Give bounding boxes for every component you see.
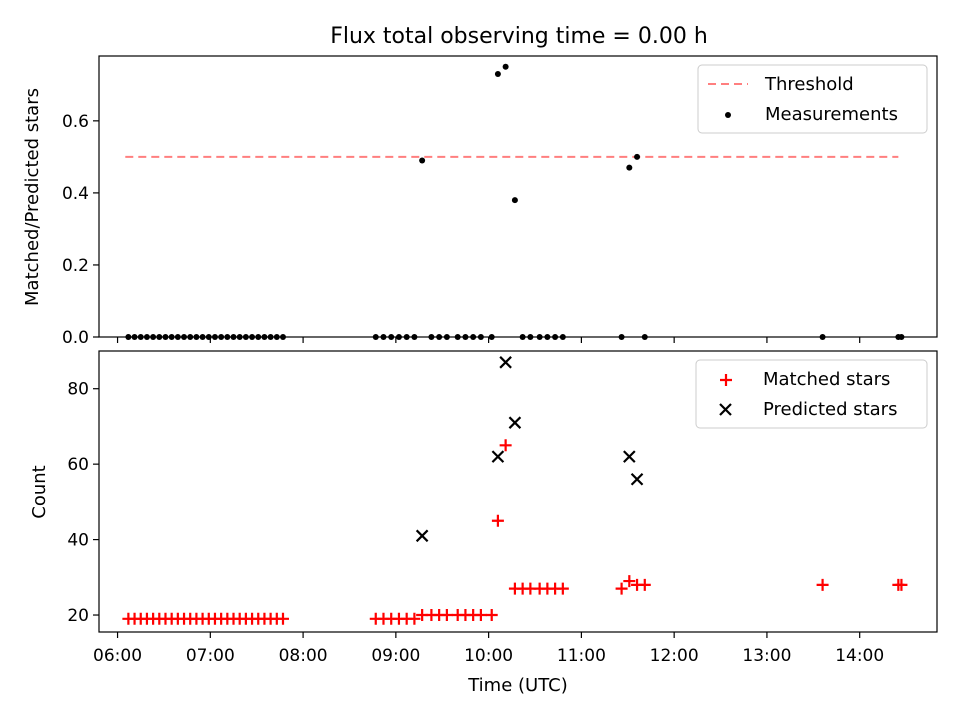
bottom-legend-box bbox=[695, 359, 928, 429]
measurement-point bbox=[626, 164, 633, 171]
predicted-star-point bbox=[508, 416, 522, 429]
x-tick-label: 14:00 bbox=[835, 646, 884, 666]
measurement-point bbox=[511, 197, 518, 204]
bottom-axes-frame bbox=[98, 350, 938, 633]
predicted-star-point bbox=[623, 450, 636, 463]
predicted-legend-label: Predicted stars bbox=[763, 399, 897, 420]
matched-star-point bbox=[895, 578, 908, 591]
measurement-point bbox=[494, 71, 501, 78]
top-legend-box bbox=[697, 64, 928, 134]
x-axis-label: Time (UTC) bbox=[467, 675, 568, 696]
bottom-y-axis-label: Count bbox=[29, 465, 50, 518]
threshold-legend-label: Threshold bbox=[764, 74, 854, 95]
matched-star-point bbox=[499, 439, 512, 452]
x-tick-label: 08:00 bbox=[279, 646, 328, 666]
matched-star-point bbox=[623, 575, 636, 588]
measurement-point bbox=[419, 157, 426, 164]
bottom-panel: 20 40 60 80 06:00 07:00 08:00 09:00 10:00 11:00 1… bbox=[29, 350, 938, 696]
matched-star-point bbox=[474, 609, 487, 622]
predicted-star-point bbox=[415, 529, 429, 543]
measurements-legend-label: Measurements bbox=[765, 104, 898, 125]
x-tick-label: 11:00 bbox=[557, 646, 606, 666]
x-tick-label: 07:00 bbox=[186, 646, 235, 666]
matched-star-point bbox=[556, 582, 569, 595]
y-tick-label: 0.4 bbox=[62, 184, 89, 204]
y-tick-label: 0.2 bbox=[62, 256, 89, 276]
predicted-legend-marker bbox=[719, 403, 732, 416]
bottom-y-ticks: 20 40 60 80 bbox=[67, 380, 99, 626]
top-x-ticks bbox=[116, 337, 861, 343]
y-tick-label: 0.6 bbox=[62, 112, 89, 132]
top-panel: 0.0 0.2 0.4 0.6 Matched/Predicted stars Thr… bbox=[22, 55, 938, 348]
bottom-legend: Matched stars Predicted stars bbox=[695, 359, 928, 429]
y-tick-label: 40 bbox=[67, 531, 89, 551]
measurements-legend-marker bbox=[725, 112, 731, 118]
top-legend: Threshold Measurements bbox=[697, 64, 928, 134]
predicted-star-point bbox=[630, 472, 644, 486]
bottom-x-ticks: 06:00 07:00 08:00 09:00 10:00 11:00 12:00 13:00… bbox=[93, 632, 884, 666]
y-tick-label: 0.0 bbox=[62, 328, 89, 348]
measurement-point bbox=[634, 153, 641, 160]
x-tick-label: 12:00 bbox=[650, 646, 699, 666]
matched-star-point bbox=[276, 612, 289, 625]
top-y-ticks: 0.0 0.2 0.4 0.6 bbox=[62, 112, 99, 348]
x-tick-label: 06:00 bbox=[93, 646, 142, 666]
x-tick-label: 09:00 bbox=[371, 646, 420, 666]
matched-star-point bbox=[816, 578, 829, 591]
matched-star-point bbox=[440, 609, 453, 622]
top-axes-frame bbox=[98, 55, 938, 338]
measurement-point bbox=[502, 63, 509, 70]
matched-legend-label: Matched stars bbox=[763, 369, 890, 390]
matched-star-point bbox=[408, 612, 421, 625]
matched-legend-marker bbox=[720, 374, 732, 386]
top-y-axis-label: Matched/Predicted stars bbox=[22, 88, 43, 306]
y-tick-label: 20 bbox=[67, 606, 89, 626]
matched-star-point bbox=[485, 609, 498, 622]
y-tick-label: 80 bbox=[67, 380, 89, 400]
matched-star-point bbox=[491, 514, 504, 527]
matched-star-point bbox=[615, 582, 628, 595]
y-tick-label: 60 bbox=[67, 455, 89, 475]
chart-title: Flux total observing time = 0.00 h bbox=[330, 24, 708, 49]
bottom-marks bbox=[122, 356, 908, 625]
matched-star-point bbox=[638, 578, 651, 591]
x-tick-label: 13:00 bbox=[742, 646, 791, 666]
predicted-star-point bbox=[499, 356, 512, 369]
predicted-star-point bbox=[491, 450, 505, 463]
x-tick-label: 10:00 bbox=[464, 646, 513, 666]
